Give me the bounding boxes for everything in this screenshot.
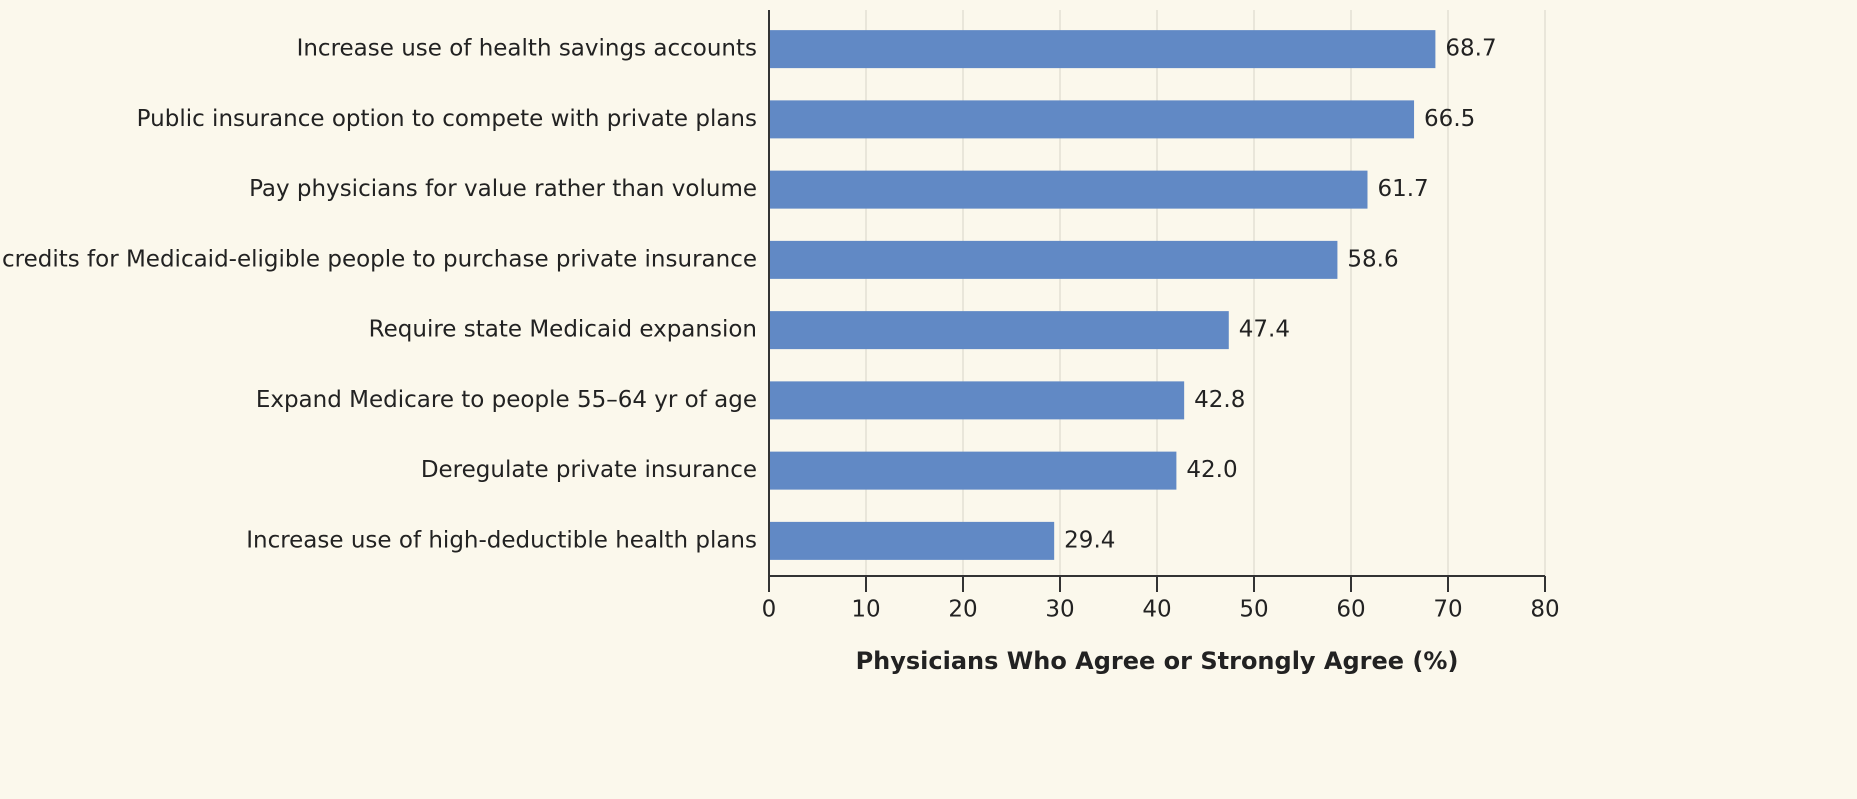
bar: [769, 30, 1436, 69]
x-tick-label: 60: [1336, 597, 1365, 623]
bar: [769, 521, 1055, 560]
value-label: 58.6: [1347, 246, 1398, 272]
x-axis-title: Physicians Who Agree or Strongly Agree (…: [856, 647, 1459, 675]
bar: [769, 381, 1185, 420]
value-label: 47.4: [1239, 317, 1290, 343]
value-label: 42.0: [1186, 457, 1237, 483]
value-label: 66.5: [1424, 106, 1475, 132]
value-label: 61.7: [1377, 176, 1428, 202]
y-tick-label: Increase use of health savings accounts: [297, 36, 757, 62]
x-tick-label: 0: [762, 597, 777, 623]
y-tick-label: Require state Medicaid expansion: [369, 317, 757, 343]
bar: [769, 170, 1368, 209]
x-tick-label: 80: [1530, 597, 1559, 623]
x-tick-label: 40: [1142, 597, 1171, 623]
bar: [769, 240, 1338, 279]
value-label: 42.8: [1194, 387, 1245, 413]
x-tick-label: 50: [1239, 597, 1268, 623]
y-tick-label: Tax credits for Medicaid-eligible people…: [0, 246, 757, 272]
bar: [769, 100, 1415, 139]
x-tick-label: 10: [851, 597, 880, 623]
y-tick-label: Deregulate private insurance: [421, 457, 757, 483]
x-tick-label: 20: [948, 597, 977, 623]
y-tick-label: Increase use of high-deductible health p…: [246, 527, 757, 553]
bar: [769, 451, 1177, 490]
value-label: 68.7: [1445, 36, 1496, 62]
y-tick-label: Pay physicians for value rather than vol…: [249, 176, 757, 202]
y-tick-label: Public insurance option to compete with …: [137, 106, 757, 132]
value-label: 29.4: [1064, 527, 1115, 553]
x-tick-label: 30: [1045, 597, 1074, 623]
y-tick-label: Expand Medicare to people 55–64 yr of ag…: [256, 387, 757, 413]
bar: [769, 311, 1229, 350]
x-tick-label: 70: [1433, 597, 1462, 623]
